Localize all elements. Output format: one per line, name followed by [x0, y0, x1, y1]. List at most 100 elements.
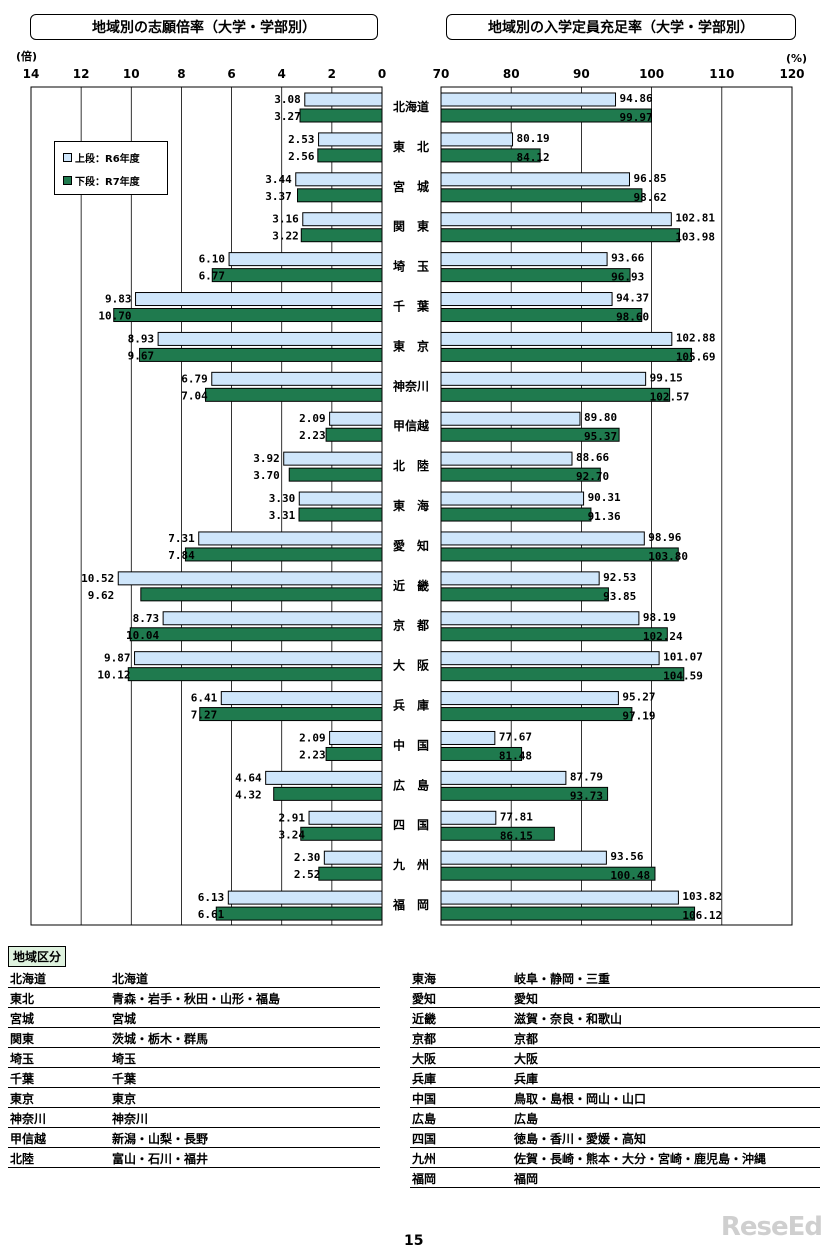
- right-tick-label: 80: [503, 67, 520, 81]
- data-label-right-r7: 102.24: [643, 630, 683, 643]
- region-name: 東京: [8, 1087, 110, 1108]
- bar-left-r6: [318, 132, 383, 147]
- left-tick-label: 14: [23, 67, 40, 81]
- region-row: 九州 佐賀・長崎・熊本・大分・宮崎・鹿児島・沖縄: [410, 1147, 820, 1168]
- region-name: 関東: [8, 1027, 110, 1048]
- legend: 上段：R6年度 下段：R7年度: [54, 141, 168, 195]
- legend-swatch-r6: [63, 153, 72, 162]
- bar-left-r7: [325, 427, 383, 442]
- bar-left-r6: [117, 571, 383, 586]
- region-name: 宮城: [8, 1007, 110, 1028]
- data-label-right-r7: 99.97: [620, 111, 653, 124]
- data-label-right-r6: 96.85: [633, 172, 666, 185]
- category-label: 埼 玉: [393, 259, 429, 274]
- left-tick-label: 10: [123, 67, 140, 81]
- data-label-right-r7: 97.19: [622, 710, 655, 723]
- data-label-left-r6: 10.52: [81, 572, 114, 585]
- region-prefectures: 岐阜・静岡・三重: [512, 968, 820, 988]
- bar-right-r6: [440, 611, 640, 626]
- data-label-right-r6: 80.19: [517, 132, 550, 145]
- data-label-right-r7: 95.37: [584, 430, 617, 443]
- bar-right-r6: [440, 212, 672, 227]
- data-label-left-r6: 6.13: [198, 891, 225, 904]
- region-name: 福岡: [410, 1167, 512, 1188]
- region-name: 北陸: [8, 1147, 110, 1168]
- legend-label-r7: 下段：R7年度: [75, 177, 140, 188]
- data-label-left-r7: 2.56: [288, 150, 315, 163]
- data-label-right-r7: 91.36: [588, 510, 621, 523]
- bar-right-r6: [440, 491, 585, 506]
- bar-right-r6: [440, 92, 617, 107]
- category-label: 神奈川: [393, 378, 429, 393]
- data-label-right-r6: 90.31: [588, 491, 621, 504]
- region-name: 京都: [410, 1027, 512, 1048]
- data-label-right-r6: 98.96: [648, 531, 681, 544]
- region-prefectures: 青森・岩手・秋田・山形・福島: [110, 987, 380, 1008]
- legend-swatch-r7: [63, 176, 72, 185]
- bar-right-r6: [440, 651, 660, 666]
- region-name: 九州: [410, 1147, 512, 1168]
- bar-right-r7: [440, 427, 620, 442]
- region-prefectures: 富山・石川・福井: [110, 1147, 380, 1168]
- region-row: 京都 京都: [410, 1027, 820, 1048]
- data-label-left-r7: 6.77: [199, 270, 226, 283]
- region-prefectures: 佐賀・長崎・熊本・大分・宮崎・鹿児島・沖縄: [512, 1147, 820, 1168]
- data-label-right-r6: 93.66: [611, 252, 644, 265]
- data-label-right-r7: 93.73: [570, 789, 603, 802]
- region-name: 兵庫: [410, 1067, 512, 1088]
- data-label-left-r7: 7.27: [191, 709, 218, 722]
- data-label-left-r6: 6.41: [191, 692, 218, 705]
- bar-right-r7: [440, 148, 541, 163]
- category-label: 千 葉: [393, 298, 430, 313]
- region-prefectures: 滋賀・奈良・和歌山: [512, 1007, 820, 1028]
- bar-right-r6: [440, 172, 630, 187]
- bar-right-r6: [440, 411, 581, 426]
- data-label-left-r6: 3.08: [274, 93, 301, 106]
- data-label-left-r6: 8.93: [128, 332, 155, 345]
- bar-right-r6: [440, 810, 497, 825]
- data-label-left-r6: 2.09: [299, 412, 326, 425]
- data-label-left-r7: 10.12: [97, 669, 130, 682]
- bar-left-r6: [227, 890, 383, 905]
- data-label-right-r6: 103.82: [682, 890, 722, 903]
- bar-left-r7: [300, 228, 383, 243]
- legend-item-r6: 上段：R6年度: [63, 150, 140, 165]
- data-label-right-r7: 98.60: [616, 311, 649, 324]
- left-chart-title: 地域別の志願倍率（大学・学部別）: [30, 14, 378, 40]
- left-tick-label: 6: [227, 67, 235, 81]
- region-table-left: 北海道 北海道 東北 青森・岩手・秋田・山形・福島 宮城 宮城 関東 茨城・栃木・群馬 埼玉 埼玉…: [8, 968, 380, 1168]
- category-label: 四 国: [393, 818, 429, 832]
- region-name: 神奈川: [8, 1107, 110, 1128]
- bar-right-r7: [440, 587, 609, 602]
- region-prefectures: 福岡: [512, 1167, 820, 1188]
- data-label-right-r6: 89.80: [584, 411, 617, 424]
- region-prefectures: 徳島・香川・愛媛・高知: [512, 1127, 820, 1148]
- region-row: 甲信越 新潟・山梨・長野: [8, 1127, 380, 1148]
- bar-left-r7: [288, 467, 383, 482]
- bar-right-r7: [440, 347, 693, 362]
- region-row: 兵庫 兵庫: [410, 1067, 820, 1088]
- region-row: 北海道 北海道: [8, 968, 380, 988]
- bar-left-r6: [283, 451, 383, 466]
- data-label-left-r7: 10.04: [126, 629, 159, 642]
- data-label-left-r6: 9.87: [104, 652, 131, 665]
- data-label-left-r7: 6.61: [198, 908, 225, 921]
- category-label: 東 海: [393, 498, 429, 513]
- data-label-left-r6: 2.91: [279, 811, 306, 824]
- right-tick-label: 90: [573, 67, 590, 81]
- bar-right-r6: [440, 770, 567, 785]
- region-prefectures: 鳥取・島根・岡山・山口: [512, 1087, 820, 1108]
- region-name: 北海道: [8, 968, 110, 988]
- bar-right-r7: [440, 467, 601, 482]
- data-label-left-r7: 2.52: [294, 868, 321, 881]
- region-prefectures: 大阪: [512, 1047, 820, 1068]
- bar-left-r7: [299, 108, 383, 123]
- region-row: 東北 青森・岩手・秋田・山形・福島: [8, 987, 380, 1008]
- data-label-left-r7: 3.70: [253, 469, 280, 482]
- region-row: 愛知 愛知: [410, 987, 820, 1008]
- region-name: 中国: [410, 1087, 512, 1108]
- bar-left-r7: [204, 387, 383, 402]
- bar-left-r7: [140, 587, 383, 602]
- bar-charts: 14 12 10 8 6 4 2 0 70 80 90 100 110 120 北海道 3.08 3.27 94.…: [23, 67, 805, 926]
- bar-left-r7: [215, 906, 383, 921]
